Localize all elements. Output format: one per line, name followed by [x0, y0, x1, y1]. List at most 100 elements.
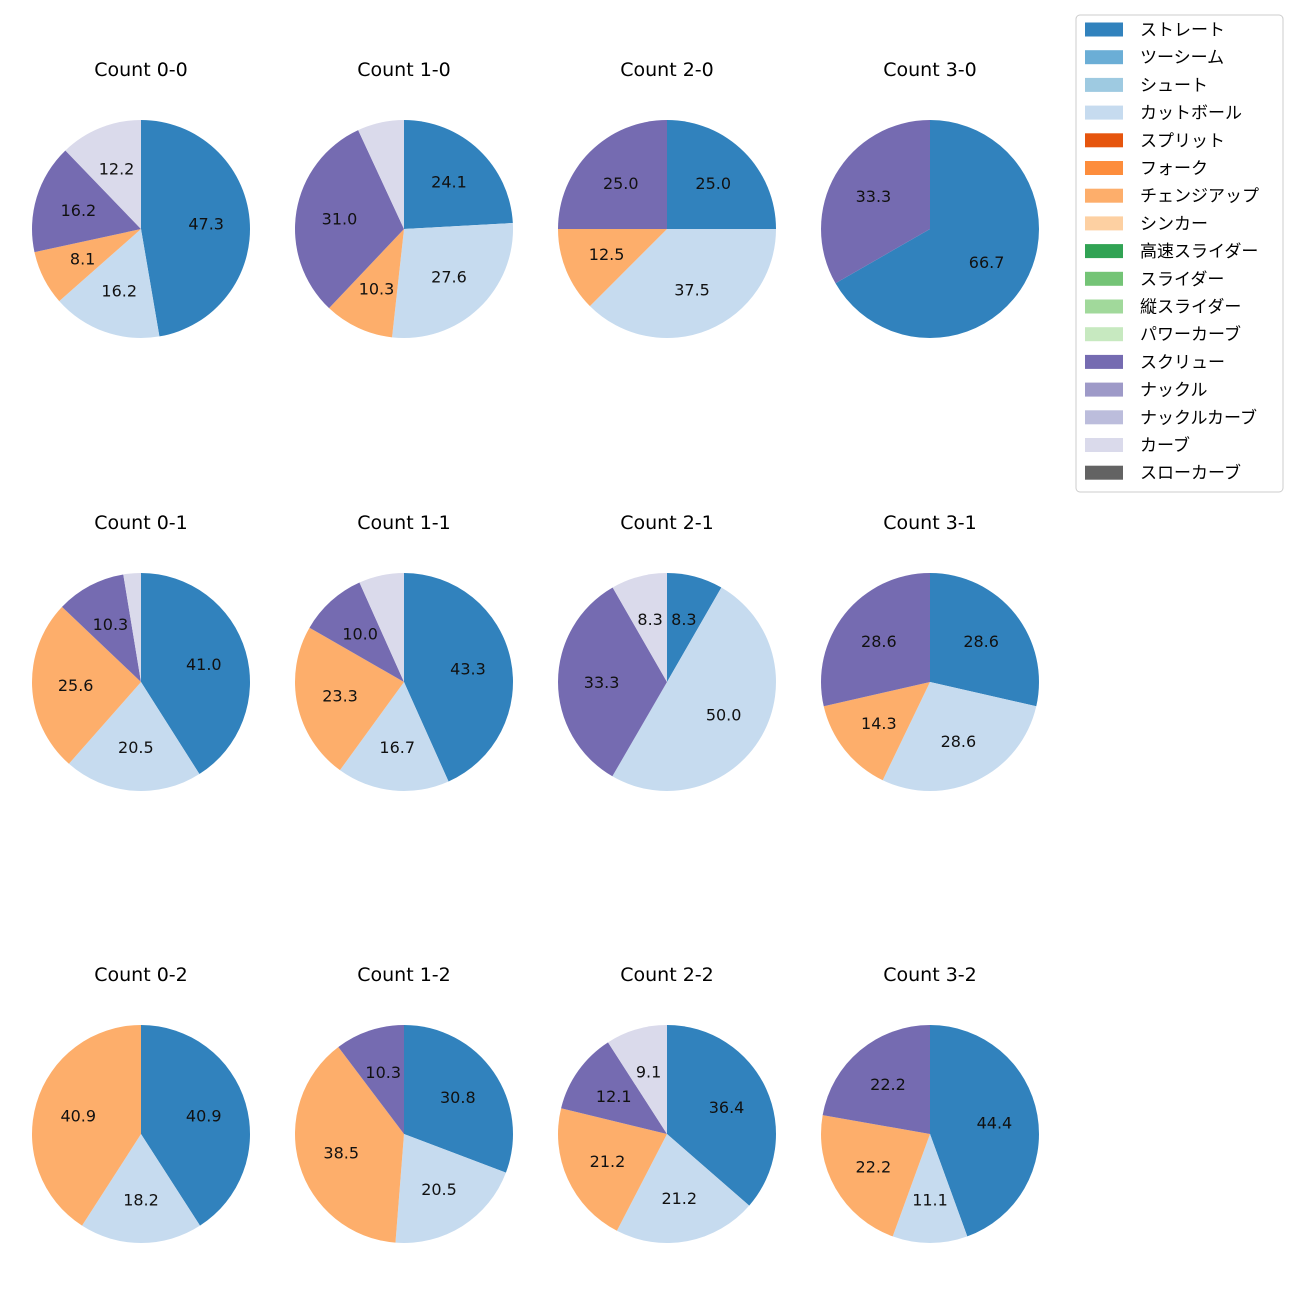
- pie-title: Count 2-1: [620, 512, 714, 534]
- legend-item: シンカー: [1085, 214, 1208, 234]
- legend-item: ツーシーム: [1085, 48, 1224, 68]
- slice-label: 25.0: [603, 174, 639, 193]
- pie-slice: [667, 120, 776, 229]
- pie-slice: [667, 1025, 776, 1206]
- legend-swatch: [1085, 271, 1123, 286]
- legend-label: パワーカーブ: [1140, 324, 1241, 345]
- slice-label: 14.3: [861, 714, 897, 733]
- slice-label: 27.6: [431, 267, 467, 286]
- pie-slice: [404, 573, 514, 782]
- pie-slice: [835, 120, 1039, 338]
- legend-label: 縦スライダー: [1140, 298, 1241, 318]
- pie-count-0-2: Count 0-2 40.9 18.2 40.9: [32, 964, 250, 1243]
- pie-slice: [558, 587, 667, 777]
- slice-label: 23.3: [322, 687, 358, 706]
- pie-title: Count 1-1: [357, 512, 451, 534]
- pie-slice: [557, 1108, 667, 1231]
- slice-label: 8.3: [671, 610, 696, 629]
- slice-label: 38.5: [323, 1143, 359, 1162]
- slice-label: 16.2: [101, 282, 137, 301]
- pie-title: Count 2-0: [620, 59, 714, 81]
- slice-label: 40.9: [186, 1107, 222, 1126]
- pie-title: Count 3-2: [883, 964, 977, 986]
- pie-slice: [404, 120, 513, 229]
- legend-label: スプリット: [1140, 131, 1225, 151]
- pie-slice: [294, 130, 404, 309]
- legend-swatch: [1085, 354, 1123, 369]
- pie-count-0-1: Count 0-1 41.0 20.5 25.6 10.3: [32, 512, 250, 791]
- pie-slice: [822, 1025, 930, 1134]
- pie-slice: [141, 573, 250, 775]
- legend-swatch: [1085, 133, 1123, 148]
- slice-label: 25.0: [695, 174, 731, 193]
- legend-label: ストレート: [1140, 21, 1225, 41]
- legend-item: ストレート: [1085, 21, 1225, 41]
- slice-label: 10.0: [342, 624, 378, 643]
- pie-slice: [358, 120, 404, 229]
- slice-label: 20.5: [118, 738, 154, 757]
- legend-label: ナックル: [1140, 381, 1208, 401]
- slice-label: 12.5: [589, 245, 625, 264]
- legend-item: 縦スライダー: [1085, 298, 1241, 318]
- legend-item: パワーカーブ: [1085, 324, 1241, 345]
- slice-label: 10.3: [93, 615, 129, 634]
- pie-slice: [820, 1115, 930, 1237]
- legend-label: スクリュー: [1140, 353, 1225, 373]
- pie-slice: [608, 1025, 667, 1134]
- pie-title: Count 0-2: [94, 964, 188, 986]
- legend-label: ツーシーム: [1140, 48, 1224, 68]
- legend-label: シュート: [1140, 76, 1208, 96]
- slice-label: 28.6: [963, 632, 999, 651]
- slice-label: 66.7: [969, 253, 1005, 272]
- pie-count-1-2: Count 1-2 30.8 20.5 38.5 10.3: [294, 964, 514, 1243]
- slice-label: 40.9: [60, 1107, 96, 1126]
- pie-slice: [930, 573, 1039, 707]
- pie-slice: [34, 229, 141, 302]
- legend-item: スプリット: [1085, 131, 1225, 151]
- pie-slice: [930, 1025, 1039, 1237]
- pie-slice: [612, 573, 667, 682]
- slice-label: 8.1: [70, 250, 95, 269]
- pie-grid: Count 0-0 47.3 16.2 8.1 16.2 12.2 Count 1-0 24.…: [31, 59, 1039, 1243]
- slice-label: 24.1: [431, 173, 467, 192]
- legend-swatch: [1085, 22, 1123, 37]
- slice-label: 43.3: [450, 659, 486, 678]
- slice-label: 21.2: [661, 1189, 697, 1208]
- legend-label: スライダー: [1140, 270, 1224, 290]
- pie-slice: [329, 229, 404, 338]
- legend-label: スローカーブ: [1140, 463, 1241, 484]
- pie-count-3-2: Count 3-2 44.4 11.1 22.2 22.2: [820, 964, 1039, 1243]
- slice-label: 16.7: [379, 738, 415, 757]
- pie-slice: [823, 682, 930, 781]
- pie-title: Count 3-1: [883, 512, 977, 534]
- legend-swatch: [1085, 382, 1123, 397]
- legend-label: 高速スライダー: [1140, 242, 1258, 262]
- slice-label: 22.2: [870, 1075, 906, 1094]
- slice-label: 11.1: [912, 1190, 948, 1209]
- legend-swatch: [1085, 188, 1123, 203]
- pie-slice: [62, 574, 141, 682]
- slice-label: 20.5: [421, 1180, 457, 1199]
- pie-slice: [820, 573, 930, 707]
- pie-count-1-1: Count 1-1 43.3 16.7 23.3 10.0: [295, 512, 514, 791]
- slice-label: 44.4: [977, 1114, 1013, 1133]
- pie-slice: [616, 1134, 750, 1243]
- slice-label: 47.3: [188, 214, 224, 233]
- slice-label: 33.3: [856, 187, 892, 206]
- legend-swatch: [1085, 327, 1123, 342]
- pie-count-1-0: Count 1-0 24.1 27.6 10.3 31.0: [294, 59, 513, 338]
- legend-label: ナックルカーブ: [1140, 407, 1257, 428]
- legend-item: ナックル: [1085, 381, 1208, 401]
- legend-swatch: [1085, 244, 1123, 259]
- legend-swatch: [1085, 410, 1123, 425]
- slice-label: 31.0: [322, 209, 358, 228]
- slice-label: 28.6: [941, 732, 977, 751]
- slice-label: 30.8: [440, 1088, 476, 1107]
- slice-label: 12.2: [99, 159, 135, 178]
- pie-title: Count 1-2: [357, 964, 451, 986]
- pie-slice: [32, 1025, 141, 1226]
- slice-label: 37.5: [674, 280, 710, 299]
- pie-slice: [558, 229, 667, 307]
- pie-slice: [141, 120, 251, 337]
- pie-slice: [68, 682, 200, 791]
